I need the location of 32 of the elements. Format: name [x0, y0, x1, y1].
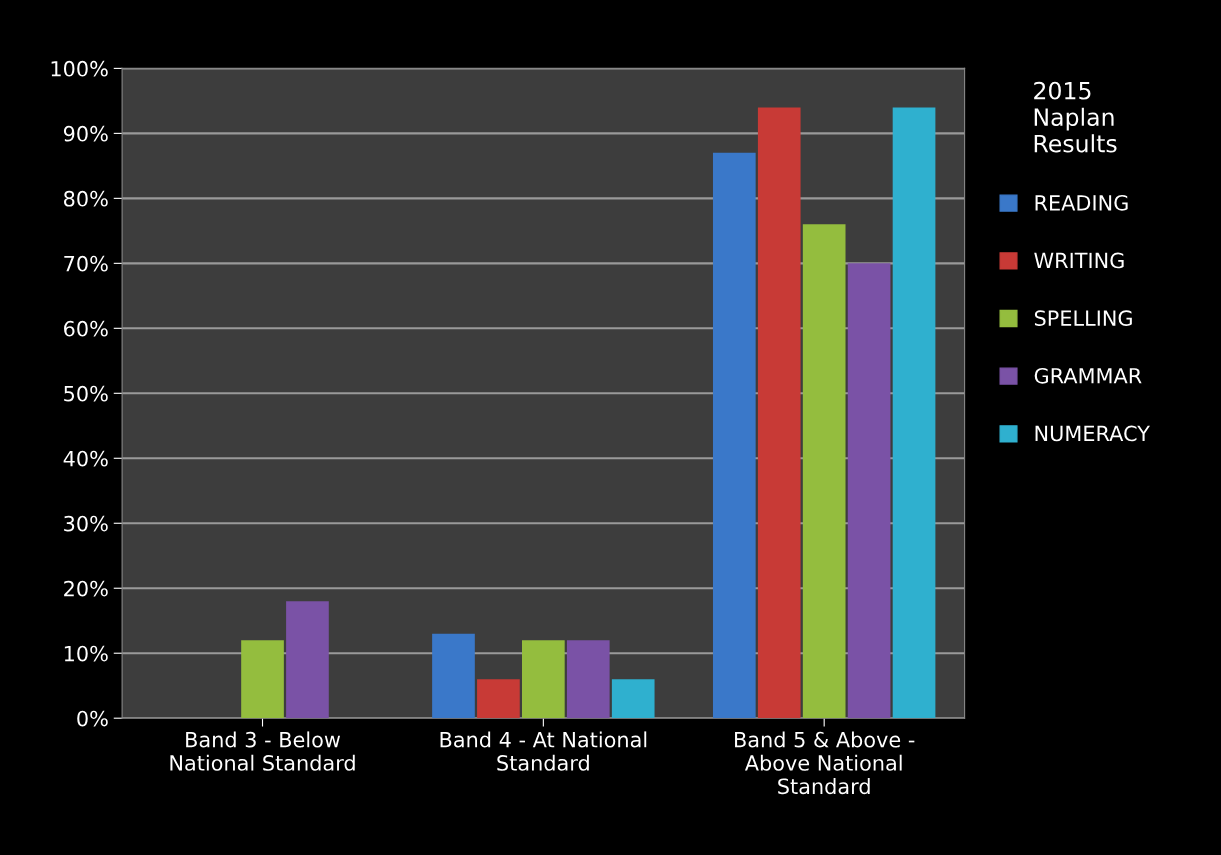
- bar: [566, 640, 610, 719]
- y-tick-label: 50%: [64, 385, 108, 402]
- y-tick-label: 0%: [77, 710, 108, 727]
- bar: [802, 224, 846, 719]
- y-tick-label: 40%: [63, 450, 108, 467]
- bar: [757, 107, 801, 719]
- bar: [286, 601, 329, 719]
- bar: [847, 263, 891, 719]
- legend-label: WRITING: [1034, 252, 1124, 269]
- y-tick-label: 20%: [64, 580, 108, 597]
- bar: [892, 107, 936, 719]
- y-tick-label: 60%: [64, 320, 108, 337]
- y-tick-label: 80%: [64, 190, 108, 207]
- legend-title: 2015 Naplan Results: [1034, 81, 1117, 153]
- y-tick-label: 100%: [51, 60, 108, 77]
- bar: [477, 679, 520, 719]
- y-tick-label: 30%: [64, 515, 108, 532]
- bar: [241, 640, 284, 719]
- x-tick-label: Band 5 & Above - Above National Standard: [735, 731, 915, 795]
- legend-label: SPELLING: [1034, 310, 1132, 326]
- y-tick-label: 10%: [64, 645, 108, 662]
- bar: [611, 679, 655, 719]
- x-tick-label: Band 4 - At National Standard: [440, 731, 647, 771]
- bar: [522, 640, 565, 719]
- legend-label: GRAMMAR: [1034, 367, 1142, 384]
- legend-label: NUMERACY: [1035, 425, 1150, 442]
- bar: [712, 152, 756, 719]
- y-tick-label: 70%: [64, 255, 108, 272]
- y-tick-label: 90%: [63, 125, 108, 142]
- legend-label: READING: [1035, 194, 1128, 211]
- bar: [432, 633, 475, 719]
- x-tick-label: Band 3 - Below National Standard: [170, 731, 355, 771]
